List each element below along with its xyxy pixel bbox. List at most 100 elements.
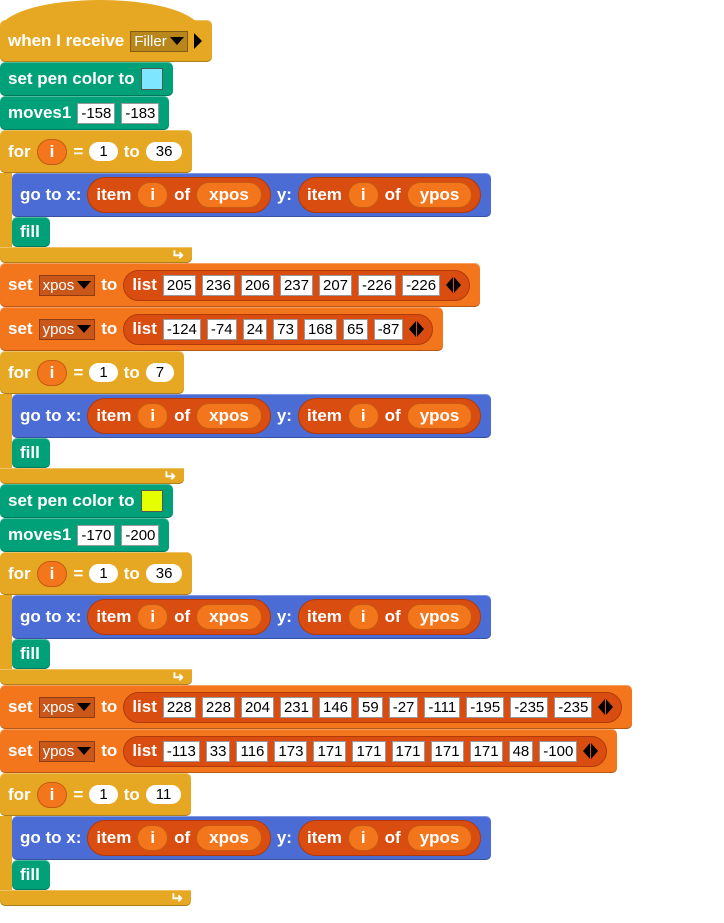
reporter-block[interactable]: item i of xpos [87,177,271,213]
go-to-xy-block[interactable]: go to x: item i of xpos y: item i of ypos [12,595,492,639]
variable-reporter[interactable]: i [347,182,379,208]
number-input[interactable]: -226 [358,274,397,296]
for-loop-block[interactable]: for i = 1 to 11 go to x: item i of xpos y: item i of yp… [0,773,492,907]
number-input[interactable]: -111 [424,696,461,718]
variable-reporter[interactable]: i [137,182,169,208]
reporter-block[interactable]: list -113 33 116 173 171 171 171 171 171 48 -100 [123,735,608,767]
number-input[interactable]: 116 [236,740,269,762]
pen-block[interactable]: moves1 -170 -200 [0,518,170,552]
for-loop-header[interactable]: for i = 1 to 11 [0,773,192,816]
number-input[interactable]: 171 [469,740,503,762]
number-input[interactable]: 168 [303,318,337,340]
number-input[interactable]: 206 [240,274,274,296]
variable-dropdown[interactable]: ypos [38,740,96,762]
number-input[interactable]: 171 [430,740,464,762]
number-input[interactable]: 228 [162,696,196,718]
variable-reporter[interactable]: i [36,560,68,587]
number-input[interactable]: -200 [121,524,160,546]
number-input[interactable]: -226 [402,274,441,296]
reporter-block[interactable]: item i of ypos [297,599,482,635]
number-slot[interactable]: 1 [89,363,118,382]
variable-reporter[interactable]: xpos [196,604,262,630]
fill-block[interactable]: fill [12,639,50,669]
pen-block[interactable]: set pen color to [0,484,173,518]
number-input[interactable]: 24 [242,318,268,340]
variable-dropdown[interactable]: xpos [38,274,96,296]
number-slot[interactable]: 1 [89,785,118,804]
left-arrow-icon[interactable] [446,277,454,293]
variable-reporter[interactable]: i [347,604,379,630]
variable-reporter[interactable]: i [36,138,68,165]
number-input[interactable]: 231 [279,696,313,718]
for-loop-block[interactable]: for i = 1 to 7 go to x: item i of xpos y: item i of ypo… [0,351,492,485]
left-arrow-icon[interactable] [598,699,606,715]
number-slot[interactable]: 11 [145,785,182,804]
number-input[interactable]: 207 [319,274,353,296]
number-input[interactable]: -87 [373,318,404,340]
variable-dropdown[interactable]: xpos [38,696,96,718]
reporter-block[interactable]: item i of xpos [87,398,271,434]
number-input[interactable]: 33 [205,740,231,762]
number-slot[interactable]: 1 [89,142,118,161]
pen-block[interactable]: set pen color to [0,62,173,96]
reporter-block[interactable]: item i of ypos [297,820,482,856]
reporter-block[interactable]: list 228 228 204 231 146 59 -27 -111 -195 -235 -235 [123,691,623,723]
for-loop-block[interactable]: for i = 1 to 36 go to x: item i of xpos y: item i of yp… [0,130,492,264]
number-input[interactable]: -158 [77,102,116,124]
number-input[interactable]: 146 [319,696,353,718]
number-input[interactable]: -27 [388,696,419,718]
variable-reporter[interactable]: xpos [196,403,262,429]
number-input[interactable]: -195 [466,696,505,718]
variable-reporter[interactable]: ypos [406,182,473,208]
left-arrow-icon[interactable] [583,743,591,759]
reporter-block[interactable]: item i of xpos [87,820,271,856]
variable-dropdown[interactable]: ypos [38,318,96,340]
number-input[interactable]: -100 [539,740,578,762]
set-variable-block[interactable]: set ypos to list -124 -74 24 73 168 65 -87 [0,307,444,351]
list-arity-arrows[interactable] [446,277,462,293]
variable-reporter[interactable]: i [347,825,379,851]
chevron-down-icon[interactable] [77,747,92,755]
pen-block[interactable]: moves1 -158 -183 [0,96,170,130]
number-input[interactable]: 205 [162,274,196,296]
go-to-xy-block[interactable]: go to x: item i of xpos y: item i of ypos [12,394,492,438]
fill-block[interactable]: fill [12,438,50,468]
variable-dropdown[interactable]: Filler [130,30,188,52]
number-input[interactable]: 171 [313,740,347,762]
number-input[interactable]: 228 [201,696,235,718]
list-arity-arrows[interactable] [598,699,614,715]
number-slot[interactable]: 36 [145,564,183,583]
number-input[interactable]: -235 [510,696,549,718]
variable-reporter[interactable]: ypos [406,604,473,630]
variable-reporter[interactable]: i [137,604,169,630]
reporter-block[interactable]: item i of ypos [297,177,482,213]
for-loop-header[interactable]: for i = 1 to 36 [0,552,193,595]
number-input[interactable]: 171 [352,740,386,762]
number-input[interactable]: -235 [554,696,593,718]
number-input[interactable]: 73 [273,318,298,340]
for-loop-block[interactable]: for i = 1 to 36 go to x: item i of xpos y: item i of yp… [0,552,492,686]
fill-block[interactable]: fill [12,860,50,890]
right-arrow-icon[interactable] [606,699,614,715]
for-loop-header[interactable]: for i = 1 to 36 [0,130,193,173]
reporter-block[interactable]: item i of xpos [87,599,271,635]
number-input[interactable]: 171 [391,740,425,762]
variable-reporter[interactable]: i [137,403,169,429]
variable-reporter[interactable]: i [137,825,169,851]
chevron-down-icon[interactable] [77,325,92,333]
number-input[interactable]: -74 [206,318,237,340]
list-arity-arrows[interactable] [409,321,425,337]
chevron-down-icon[interactable] [169,37,184,45]
variable-reporter[interactable]: i [36,781,68,808]
number-input[interactable]: 65 [343,318,368,340]
set-variable-block[interactable]: set xpos to list 205 236 206 237 207 -226 -226 [0,263,481,307]
for-loop-header[interactable]: for i = 1 to 7 [0,351,185,394]
number-input[interactable]: -124 [162,318,201,340]
variable-reporter[interactable]: ypos [406,403,473,429]
fill-block[interactable]: fill [12,217,50,247]
number-slot[interactable]: 36 [145,142,183,161]
number-input[interactable]: 236 [201,274,235,296]
set-variable-block[interactable]: set ypos to list -113 33 116 173 171 171 171 171 171… [0,729,618,773]
left-arrow-icon[interactable] [409,321,417,337]
variable-reporter[interactable]: i [347,403,379,429]
